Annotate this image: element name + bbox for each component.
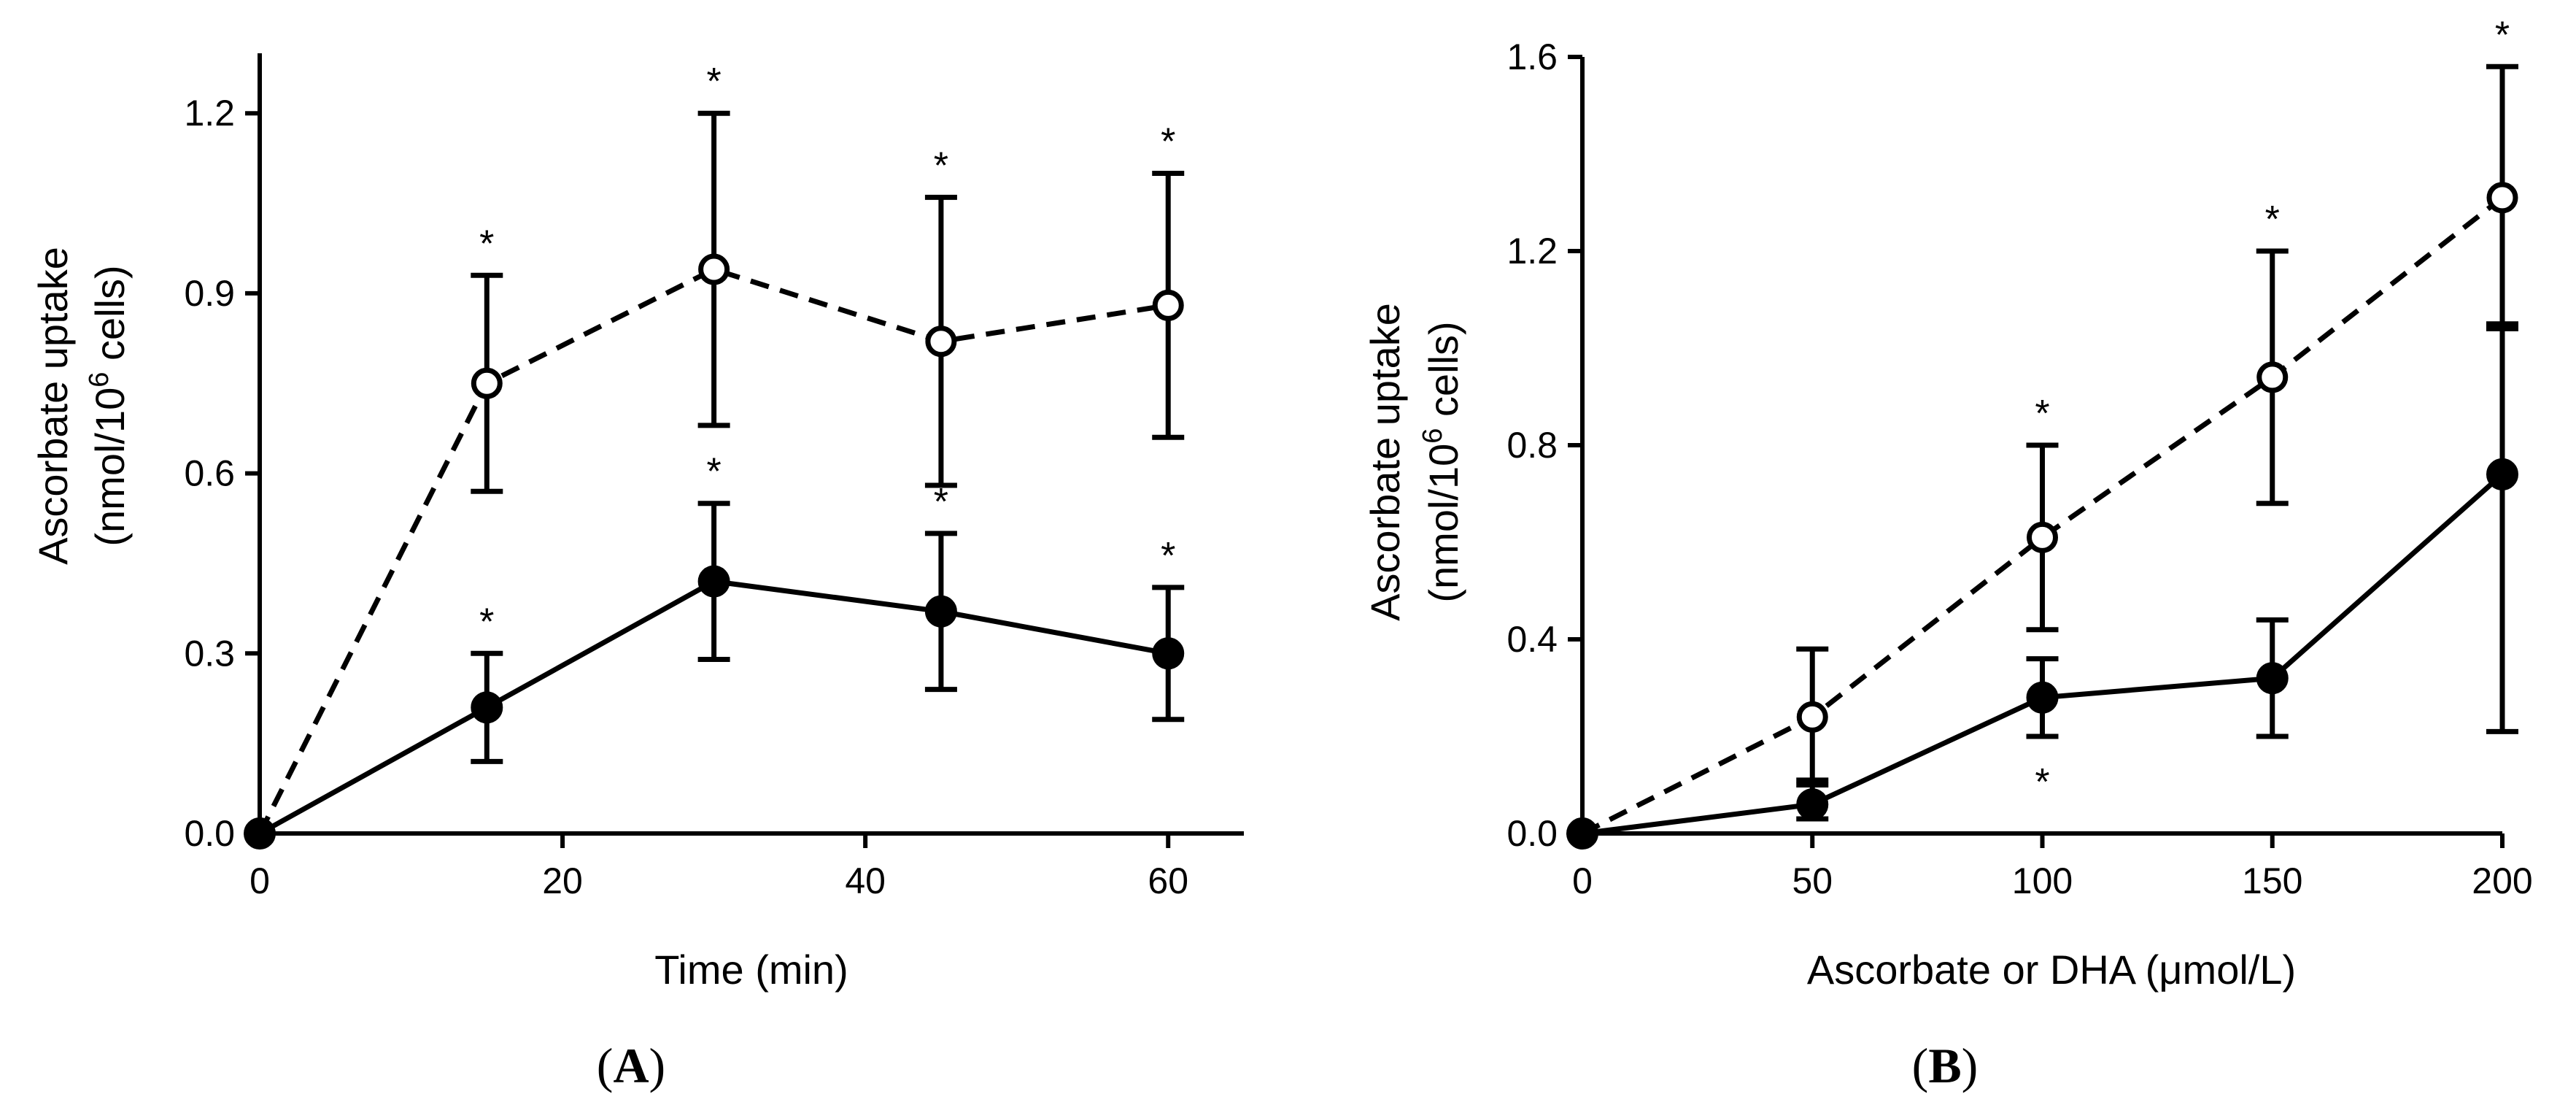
panel-a-open-significance-star: * [706,61,721,103]
panel-b-xtick-label: 0 [1572,860,1593,901]
panel-a-ytick-label: 0.6 [184,453,235,494]
panel-b-xtick-label: 200 [2472,860,2532,901]
panel-b-axes: 0.0 0.4 0.8 1.2 1.6 0 50 100 150 200 [1506,36,2532,901]
panel-b-ylabel-pre: (nmol/10 [1420,444,1466,603]
panel-a-ylabel-post: cells) [87,265,133,371]
panel-a-open-point [471,367,503,399]
panel-a-filled-significance-star: * [934,481,948,523]
panel-a-chart: Ascorbate uptake (nmol/106 cells) Time (… [30,53,1244,993]
panel-a-ylabel-pre: (nmol/10 [87,388,133,547]
panel-a-xtick-label: 40 [845,860,886,901]
panel-b-ytick-label: 0.0 [1506,813,1558,854]
panel-a-label-open: ( [597,1038,614,1093]
panel-b-open-significance-star: * [2495,14,2510,56]
panel-b-filled-point [2486,458,2518,490]
panel-a-xtick-label: 0 [250,860,270,901]
panel-a-label: (A) [597,1038,665,1093]
panel-b-label-open: ( [1912,1038,1929,1093]
panel-a-filled-significance-star: * [1161,535,1175,577]
panel-a-ylabel-line1: Ascorbate uptake [30,247,76,565]
panel-b-label: (B) [1912,1038,1979,1093]
panel-a-filled-significance-star: * [479,601,494,643]
panel-b-open-significance-star: * [2035,393,2049,435]
panel-a-open-point [698,253,730,285]
panel-b-open-point [2256,361,2289,393]
panel-b-xtick-label: 50 [1792,860,1833,901]
panel-a-filled-significance-star: * [706,451,721,493]
panel-a-ytick-label: 0.3 [184,633,235,674]
panel-b-open-significance-star: * [2265,199,2280,241]
panel-a-series-filled: * * * * [244,451,1185,850]
panel-a-ylabel-line2: (nmol/106 cells) [84,265,133,546]
panel-a-filled-point [1152,637,1185,670]
panel-a-open-line [257,266,1169,835]
panel-a-xtick-label: 60 [1148,860,1188,901]
panel-b-ytick-label: 0.4 [1506,619,1558,660]
panel-b-label-close: ) [1962,1038,1979,1093]
panel-b-xlabel: Ascorbate or DHA (μmol/L) [1807,947,2296,993]
panel-b-ylabel-post: cells) [1420,321,1466,428]
panel-a-xtick-label: 20 [542,860,583,901]
panel-b-filled-point [2026,681,2059,714]
panel-a-ylabel-sup: 6 [84,372,115,388]
panel-b-open-line [1581,196,2505,836]
panel-b-xtick-label: 100 [2012,860,2073,901]
panel-b-ylabel-sup: 6 [1417,428,1448,444]
panel-b-label-letter: B [1928,1038,1961,1093]
panel-a-open-significance-star: * [934,145,948,187]
panel-a-filled-point [924,595,957,628]
panel-a-xlabel: Time (min) [654,947,848,993]
panel-b-series-filled: * [1566,321,2518,850]
panel-b-filled-point [2256,662,2289,695]
panel-a-open-point [1152,289,1184,321]
panel-a-filled-point [697,565,730,598]
panel-a-ytick-label: 1.2 [184,93,235,134]
panel-a-open-significance-star: * [1161,120,1175,163]
panel-b-filled-point [1796,788,1829,821]
panel-a-ytick-label: 0.0 [184,813,235,854]
panel-b-ytick-label: 0.8 [1506,425,1558,466]
panel-a-open-point [925,326,957,358]
panel-b-xtick-label: 150 [2242,860,2302,901]
panel-a-filled-point [471,691,503,724]
panel-a-label-close: ) [649,1038,666,1093]
panel-a-filled-point [244,817,276,850]
panel-b-filled-point [1566,817,1598,850]
panel-b-ylabel-line2: (nmol/106 cells) [1417,321,1466,602]
panel-b-open-point [2486,182,2518,214]
panel-a-open-significance-star: * [479,223,494,265]
panel-a-ytick-label: 0.9 [184,273,235,314]
panel-b-chart: Ascorbate uptake (nmol/106 cells) Ascorb… [1362,14,2533,993]
panel-b-open-point [1796,701,1828,733]
panel-b-ylabel-line1: Ascorbate uptake [1362,303,1408,621]
panel-b-open-point [2027,521,2058,553]
panel-b-ytick-label: 1.2 [1506,231,1558,271]
panel-a-label-letter: A [613,1038,649,1093]
panel-b-filled-significance-star: * [2035,761,2049,804]
panel-b-ytick-label: 1.6 [1506,36,1558,77]
